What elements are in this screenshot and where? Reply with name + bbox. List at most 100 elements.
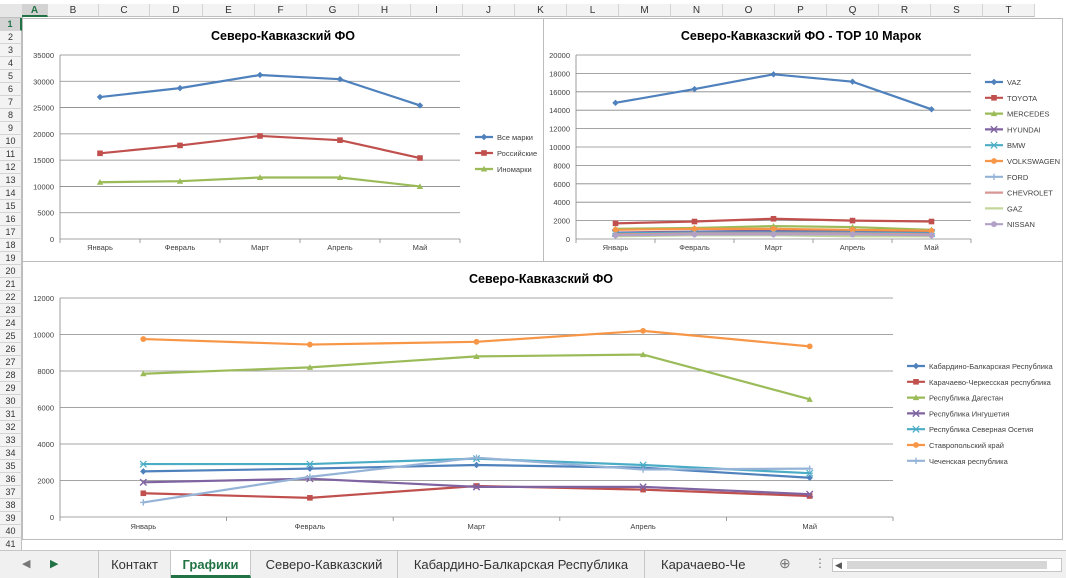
row-header-21[interactable]: 21	[0, 278, 22, 291]
chart1-ytick-label: 6000	[553, 180, 570, 189]
row-header-6[interactable]: 6	[0, 83, 22, 96]
column-header-k[interactable]: K	[515, 4, 567, 17]
row-header-14[interactable]: 14	[0, 187, 22, 200]
plus-circle-icon[interactable]: ⊕	[779, 555, 791, 571]
row-header-17[interactable]: 17	[0, 226, 22, 239]
row-header-26[interactable]: 26	[0, 343, 22, 356]
chart2-ytick-label: 6000	[37, 404, 54, 413]
column-header-n[interactable]: N	[671, 4, 723, 17]
row-header-25[interactable]: 25	[0, 330, 22, 343]
chart0-ytick-label: 5000	[37, 209, 54, 218]
sheet-tab-contact[interactable]: Контакт	[98, 551, 171, 578]
chart2-series-5-point	[473, 338, 480, 345]
chart2-ytick-label: 4000	[37, 440, 54, 449]
chart2-ytick-label: 2000	[37, 477, 54, 486]
chart1-legend-label-1: TOYOTA	[1007, 94, 1037, 103]
chart1-series-9-point	[612, 232, 619, 239]
row-header-13[interactable]: 13	[0, 174, 22, 187]
chart2-series-3-point	[139, 478, 147, 487]
scrollbar-thumb[interactable]	[847, 561, 1047, 569]
row-header-4[interactable]: 4	[0, 57, 22, 70]
column-header-a[interactable]: A	[22, 4, 48, 17]
column-header-i[interactable]: I	[411, 4, 463, 17]
column-header-e[interactable]: E	[203, 4, 255, 17]
column-header-o[interactable]: O	[723, 4, 775, 17]
row-header-3[interactable]: 3	[0, 44, 22, 57]
sheet-tab-kabardino-balkaria[interactable]: Кабардино-Балкарская Республика	[398, 551, 645, 578]
select-all-corner[interactable]	[0, 4, 23, 18]
chevron-left-icon[interactable]: ◀	[22, 558, 31, 570]
row-header-1[interactable]: 1	[0, 18, 22, 31]
sheet-tab-north-caucasus[interactable]: Северо-Кавказский	[251, 551, 398, 578]
column-header-g[interactable]: G	[307, 4, 359, 17]
row-header-2[interactable]: 2	[0, 31, 22, 44]
sheet-tab-karachay-cherkessia[interactable]: Карачаево-Че	[661, 557, 746, 572]
chart0-xtick-label: Май	[413, 243, 428, 252]
row-header-39[interactable]: 39	[0, 512, 22, 525]
chart2-xtick-label: Апрель	[630, 522, 656, 531]
row-header-5[interactable]: 5	[0, 70, 22, 83]
chart2-series-5-point	[307, 341, 313, 348]
row-header-9[interactable]: 9	[0, 122, 22, 135]
row-header-33[interactable]: 33	[0, 434, 22, 447]
row-header-35[interactable]: 35	[0, 460, 22, 473]
chart2-series-0-point	[140, 468, 147, 475]
row-header-37[interactable]: 37	[0, 486, 22, 499]
column-header-q[interactable]: Q	[827, 4, 879, 17]
row-header-19[interactable]: 19	[0, 252, 22, 265]
row-header-12[interactable]: 12	[0, 161, 22, 174]
scroll-left-icon[interactable]: ◀	[835, 560, 842, 570]
row-header-34[interactable]: 34	[0, 447, 22, 460]
row-header-20[interactable]: 20	[0, 265, 22, 278]
column-header-r[interactable]: R	[879, 4, 931, 17]
row-header-11[interactable]: 11	[0, 148, 22, 161]
row-header-38[interactable]: 38	[0, 499, 22, 512]
row-header-7[interactable]: 7	[0, 96, 22, 109]
column-header-t[interactable]: T	[983, 4, 1035, 17]
chart2-ytick-label: 0	[50, 513, 54, 522]
chart1-legend-marker-2	[990, 110, 998, 117]
vertical-ellipsis-icon[interactable]: ⋮	[814, 556, 826, 570]
row-header-36[interactable]: 36	[0, 473, 22, 486]
row-header-27[interactable]: 27	[0, 356, 22, 369]
chart2-legend-marker-4	[912, 425, 920, 433]
row-header-32[interactable]: 32	[0, 421, 22, 434]
row-header-30[interactable]: 30	[0, 395, 22, 408]
row-header-15[interactable]: 15	[0, 200, 22, 213]
row-header-40[interactable]: 40	[0, 525, 22, 538]
chart1-series-0-point	[691, 85, 698, 93]
column-header-l[interactable]: L	[567, 4, 619, 17]
row-header-10[interactable]: 10	[0, 135, 22, 148]
row-header-41[interactable]: 41	[0, 538, 22, 550]
column-header-d[interactable]: D	[150, 4, 203, 17]
row-header-22[interactable]: 22	[0, 291, 22, 304]
row-header-18[interactable]: 18	[0, 239, 22, 252]
chart-top10-brands[interactable]: Северо-Кавказский ФО - TOP 10 Марок 0 2000…	[543, 18, 1063, 262]
column-header-h[interactable]: H	[359, 4, 411, 17]
row-header-24[interactable]: 24	[0, 317, 22, 330]
column-header-s[interactable]: S	[931, 4, 983, 17]
row-header-23[interactable]: 23	[0, 304, 22, 317]
row-header-8[interactable]: 8	[0, 109, 22, 122]
column-header-c[interactable]: C	[99, 4, 150, 17]
sheet-tab-charts[interactable]: Графики	[171, 551, 251, 578]
chart1-series-0-point	[770, 71, 777, 78]
chart2-series-1-point	[140, 490, 147, 497]
row-header-29[interactable]: 29	[0, 382, 22, 395]
horizontal-scrollbar[interactable]: ◀	[832, 558, 1062, 572]
column-header-b[interactable]: B	[48, 4, 99, 17]
chart0-series-2-point	[336, 174, 344, 181]
chart-regions[interactable]: Северо-Кавказский ФО 0 2000 4000 6000 8000 100…	[22, 261, 1063, 540]
chart-sales-total[interactable]: Северо-Кавказский ФО 0 5000 10000 15000 20000…	[22, 18, 544, 262]
column-header-f[interactable]: F	[255, 4, 307, 17]
row-header-28[interactable]: 28	[0, 369, 22, 382]
chart1-series-5-point	[612, 226, 619, 233]
column-header-p[interactable]: P	[775, 4, 827, 17]
row-header-16[interactable]: 16	[0, 213, 22, 226]
column-header-j[interactable]: J	[463, 4, 515, 17]
chevron-right-icon[interactable]: ▶	[50, 558, 59, 570]
chart2-series-2-point	[306, 364, 314, 370]
column-header-m[interactable]: M	[619, 4, 671, 17]
row-header-31[interactable]: 31	[0, 408, 22, 421]
